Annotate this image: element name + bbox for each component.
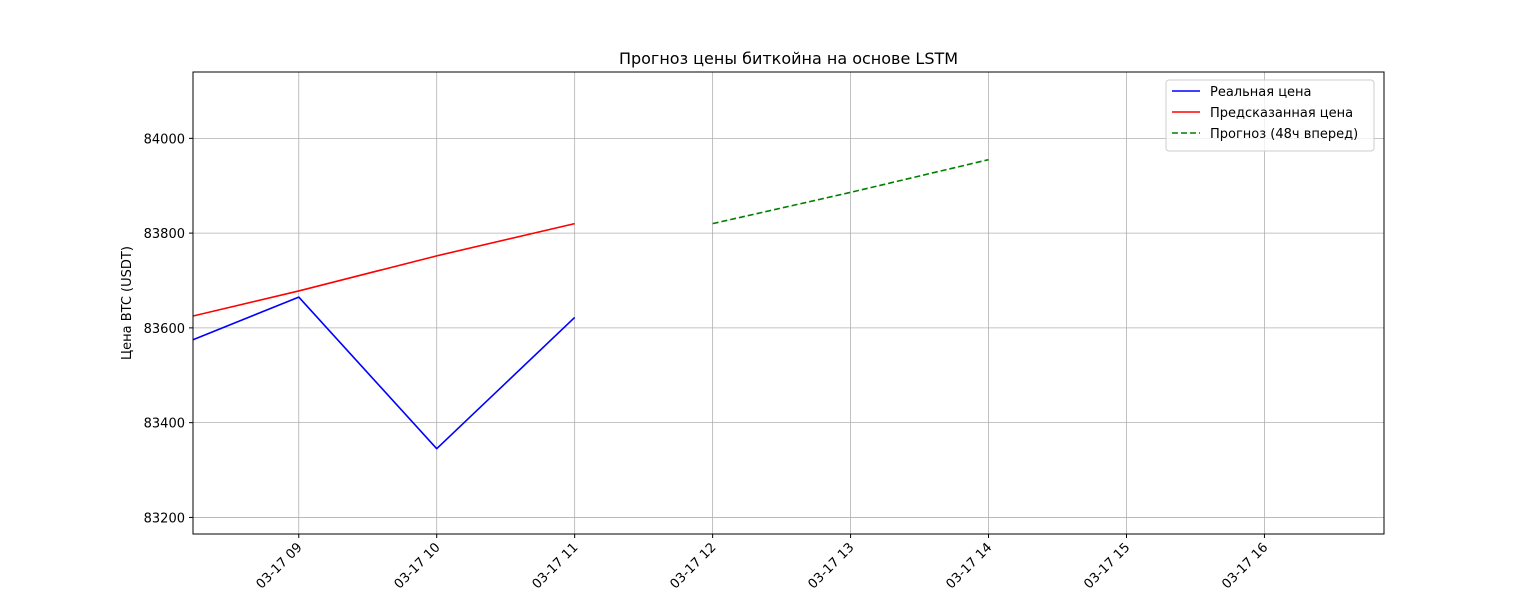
y-axis-ticks: 83200 83400 83600 83800 84000 (144, 132, 193, 526)
chart-title: Прогноз цены биткойна на основе LSTM (619, 49, 958, 68)
series-lines (193, 158, 989, 450)
legend: Реальная цена Предсказанная цена Прогноз (… (1165, 79, 1375, 152)
y-tick-label: 83600 (144, 322, 185, 337)
series-line-3 (712, 158, 989, 225)
y-tick-label: 83200 (144, 511, 185, 526)
plot-area-frame (192, 71, 1385, 535)
legend-label-2: Предсказанная цена (1210, 106, 1353, 121)
legend-label-1: Реальная цена (1210, 85, 1312, 100)
legend-box (1165, 79, 1375, 152)
y-tick-label: 83800 (144, 227, 185, 242)
legend-label-3: Прогноз (48ч вперед) (1210, 127, 1358, 142)
y-tick-label: 83400 (144, 417, 185, 432)
y-tick-label: 84000 (144, 132, 185, 147)
series-line-2 (193, 222, 575, 317)
series-line-1 (193, 296, 576, 450)
grid-lines (193, 72, 1384, 534)
y-axis-label: Цена BTC (USDT) (120, 246, 135, 360)
